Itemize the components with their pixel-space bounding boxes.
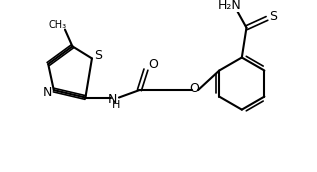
Text: O: O [189,82,199,95]
Text: H: H [112,100,120,110]
Text: CH₃: CH₃ [49,20,67,30]
Text: H₂N: H₂N [218,0,242,12]
Text: S: S [269,10,277,23]
Text: O: O [148,58,158,71]
Text: N: N [108,93,117,106]
Text: S: S [94,49,102,62]
Text: N: N [42,86,52,99]
